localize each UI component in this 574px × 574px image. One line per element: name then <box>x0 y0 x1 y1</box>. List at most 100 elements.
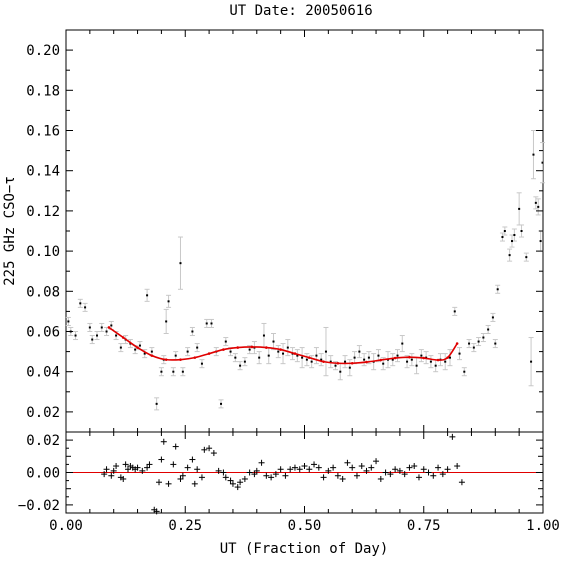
x-tick-label: 0.00 <box>49 518 83 534</box>
data-point <box>305 358 308 361</box>
residual-point <box>120 475 127 482</box>
residual-point <box>344 459 351 466</box>
residual-point <box>272 471 279 478</box>
residual-point <box>334 472 341 479</box>
data-point <box>444 360 447 363</box>
y-tick-label: 0.08 <box>26 284 60 300</box>
y-tick-label: 0.06 <box>26 325 60 341</box>
data-point <box>334 364 337 367</box>
data-point <box>448 356 451 359</box>
residual-point <box>229 480 236 487</box>
fit-point <box>322 360 325 363</box>
data-point <box>296 354 299 357</box>
data-point <box>74 334 77 337</box>
data-point <box>396 354 399 357</box>
y-tick-label: 0.10 <box>26 244 60 260</box>
data-point <box>491 316 494 319</box>
residual-point <box>311 461 318 468</box>
data-point <box>401 342 404 345</box>
residual-point <box>458 479 465 486</box>
data-point <box>429 360 432 363</box>
fit-point <box>250 345 254 349</box>
x-tick-labels: 0.00 0.25 0.50 0.75 1.00 <box>49 518 560 534</box>
data-point <box>267 354 270 357</box>
data-point <box>210 322 213 325</box>
residual-point <box>206 445 213 452</box>
residual-point <box>401 471 408 478</box>
data-point <box>205 322 208 325</box>
residual-point <box>301 463 308 470</box>
data-point <box>310 360 313 363</box>
residual-point <box>349 464 356 471</box>
chart-title: UT Date: 20050616 <box>229 3 372 19</box>
data-point <box>224 340 227 343</box>
residual-point <box>373 458 380 465</box>
residual-point <box>241 475 248 482</box>
residual-point <box>160 438 167 445</box>
residual-point <box>296 466 303 473</box>
data-point <box>532 153 535 156</box>
data-point <box>537 205 540 208</box>
data-point <box>110 324 113 327</box>
data-point <box>324 350 327 353</box>
data-point <box>262 334 265 337</box>
fit-point <box>179 358 182 361</box>
residual-point <box>251 471 258 478</box>
data-point <box>539 240 542 243</box>
data-point <box>363 358 366 361</box>
residual-point <box>215 467 222 474</box>
residual-point <box>263 472 270 479</box>
residual-point <box>170 461 177 468</box>
fit-point <box>222 348 225 351</box>
residual-point <box>146 461 153 468</box>
data-point <box>191 330 194 333</box>
residual-point <box>210 450 217 457</box>
x-tick-label: 0.75 <box>407 518 441 534</box>
data-point <box>181 370 184 373</box>
fit-point <box>336 361 340 365</box>
data-point <box>530 360 533 363</box>
residual-point <box>396 467 403 474</box>
data-point <box>358 350 361 353</box>
residual-point <box>194 466 201 473</box>
data-point <box>453 310 456 313</box>
fit-dots <box>107 326 459 365</box>
top-errorbars <box>65 130 546 411</box>
y-tick-label: 0.16 <box>26 124 60 140</box>
fit-point <box>236 346 240 349</box>
residual-point <box>435 464 442 471</box>
fit-point <box>365 360 368 364</box>
top-panel-frame <box>65 29 544 433</box>
x-axis-label: UT (Fraction of Day) <box>220 541 389 557</box>
data-point <box>301 356 304 359</box>
data-point <box>243 360 246 363</box>
residual-point <box>368 464 375 471</box>
data-point <box>248 348 251 351</box>
data-point <box>67 320 70 323</box>
fit-point <box>422 356 426 360</box>
data-point <box>100 326 103 329</box>
residual-point <box>237 479 244 486</box>
fit-point <box>307 356 311 359</box>
residual-point <box>172 443 179 450</box>
data-point <box>525 256 528 259</box>
residual-point <box>430 472 437 479</box>
data-point <box>501 236 504 239</box>
data-point <box>88 326 91 329</box>
residual-point <box>227 477 234 484</box>
residual-point <box>439 471 446 478</box>
residual-point <box>191 480 198 487</box>
fit-point <box>446 356 449 359</box>
x-tick-label: 1.00 <box>526 518 560 534</box>
axis-ticks <box>65 29 544 514</box>
data-point <box>172 370 175 373</box>
residual-point <box>158 456 165 463</box>
residual-point <box>339 475 346 482</box>
data-point <box>143 352 146 355</box>
data-point <box>534 201 537 204</box>
data-point <box>463 370 466 373</box>
residual-point <box>220 469 227 476</box>
y-tick-label: 0.20 <box>26 43 60 59</box>
residual-point <box>184 464 191 471</box>
